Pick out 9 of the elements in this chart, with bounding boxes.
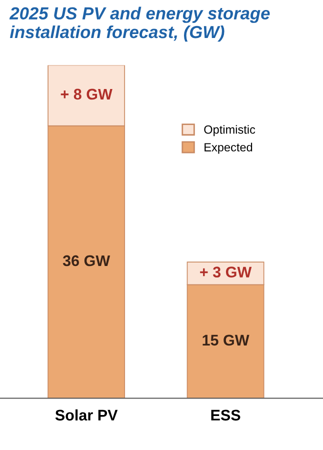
data-label: + 8 GW [60,88,112,100]
data-label: + 3 GW [200,266,252,278]
legend-label: Optimistic [204,125,256,136]
legend-label: Expected [204,142,252,154]
data-label: 15 GW [202,334,250,346]
data-label: 36 GW [62,255,110,266]
x-tick-label: Solar PV [55,409,118,421]
x-tick-label: ESS [211,410,240,421]
chart-title: 2025 US PV and energy storage installation forecast, (GW) [9,6,270,42]
